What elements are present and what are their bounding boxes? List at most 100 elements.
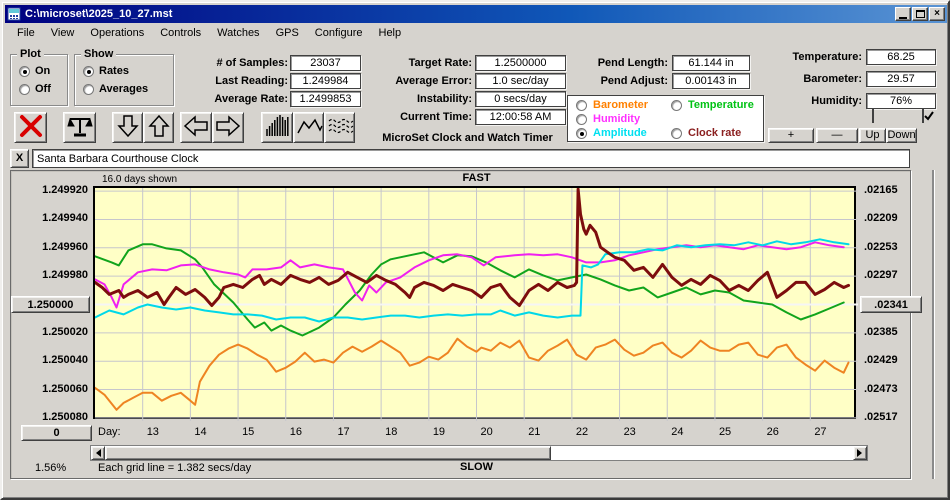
red-x-button[interactable] bbox=[14, 112, 47, 143]
menu-item-controls[interactable]: Controls bbox=[160, 26, 202, 39]
stat-label-barometer: Barometer: bbox=[803, 73, 862, 85]
stat-field-pend-length: 61.144 in bbox=[672, 55, 750, 71]
arrow-left-button[interactable] bbox=[180, 112, 212, 143]
minimize-icon bbox=[899, 16, 907, 19]
stat-field-current-time: 12:00:58 AM bbox=[475, 109, 566, 125]
adjust-button-up[interactable]: Up bbox=[859, 128, 886, 143]
plot-area[interactable] bbox=[93, 186, 858, 421]
radio-icon bbox=[19, 66, 30, 77]
stat-label-instability: Instability: bbox=[416, 93, 472, 105]
env-checkbox-1[interactable] bbox=[872, 109, 874, 123]
series-line-temperature bbox=[95, 243, 845, 337]
horizontal-scrollbar[interactable] bbox=[90, 445, 868, 461]
show-option-rates[interactable]: Rates bbox=[83, 66, 129, 77]
adjust-button-plus[interactable]: + bbox=[768, 128, 814, 143]
arrow-right-button[interactable] bbox=[212, 112, 244, 143]
scroll-left-button[interactable] bbox=[91, 446, 105, 460]
zero-button[interactable]: 0 bbox=[21, 425, 92, 441]
scroll-right-button[interactable] bbox=[853, 446, 867, 460]
env-checkbox-2[interactable] bbox=[922, 109, 934, 123]
day-label-23: 23 bbox=[623, 426, 636, 438]
right-axis-center-button[interactable]: .02341 bbox=[860, 296, 922, 313]
x-icon: X bbox=[15, 152, 24, 164]
adjust-button-down[interactable]: Down bbox=[886, 128, 917, 143]
left-axis-tick-7: 1.250060 bbox=[42, 382, 88, 395]
clock-name-input[interactable] bbox=[32, 149, 910, 168]
menu-item-gps[interactable]: GPS bbox=[275, 26, 299, 39]
day-axis-prefix: Day: bbox=[98, 426, 121, 438]
right-axis-tick-1: .02209 bbox=[864, 212, 898, 225]
menu-item-watches[interactable]: Watches bbox=[217, 26, 260, 39]
radio-icon bbox=[671, 100, 682, 111]
day-label-18: 18 bbox=[385, 426, 398, 438]
plot-option-on[interactable]: On bbox=[19, 66, 50, 77]
stat-label-last-reading: Last Reading: bbox=[215, 75, 288, 87]
arrow-up-button[interactable] bbox=[143, 112, 174, 143]
histogram-button[interactable] bbox=[261, 112, 293, 143]
radio-icon bbox=[19, 84, 30, 95]
right-axis-tick-7: .02473 bbox=[864, 382, 898, 395]
radio-icon bbox=[83, 84, 94, 95]
left-axis-tick-5: 1.250020 bbox=[42, 325, 88, 338]
radio-label: Off bbox=[35, 83, 51, 95]
left-axis-center-button[interactable]: 1.250000 bbox=[11, 296, 90, 313]
day-label-22: 22 bbox=[575, 426, 589, 438]
series-line-barometer bbox=[95, 337, 850, 411]
balance-scale-icon bbox=[66, 113, 94, 142]
radio-icon bbox=[576, 100, 587, 111]
zigzag-line-button[interactable] bbox=[293, 112, 324, 143]
minimize-button[interactable] bbox=[895, 7, 911, 21]
series-selector-panel: Barometer Temperature Humidity Amplitude Clo… bbox=[567, 95, 764, 142]
check-icon bbox=[924, 111, 934, 121]
day-label-13: 13 bbox=[146, 426, 159, 438]
stat-label-average-error: Average Error: bbox=[395, 75, 472, 87]
day-label-14: 14 bbox=[194, 426, 207, 438]
adjust-button-minus[interactable]: — bbox=[816, 128, 858, 143]
close-button[interactable]: × bbox=[929, 7, 945, 21]
series-option-clock-rate[interactable]: Clock rate bbox=[671, 128, 741, 139]
wavy-lines-button[interactable] bbox=[324, 112, 355, 143]
stat-label-current-time: Current Time: bbox=[400, 111, 472, 123]
show-option-averages[interactable]: Averages bbox=[83, 84, 148, 95]
right-axis-tick-5: .02385 bbox=[864, 325, 898, 338]
histogram-icon bbox=[263, 113, 291, 142]
clear-name-button[interactable]: X bbox=[10, 149, 29, 168]
stat-label-humidity: Humidity: bbox=[811, 95, 862, 107]
right-axis-tick-8: .02517 bbox=[864, 410, 898, 423]
plot-option-off[interactable]: Off bbox=[19, 84, 51, 95]
series-option-humidity[interactable]: Humidity bbox=[576, 114, 640, 125]
title-bar[interactable]: C:\microset\2025_10_27.mst × bbox=[5, 5, 947, 23]
series-option-label: Humidity bbox=[593, 113, 641, 125]
stat-field-instability: 0 secs/day bbox=[475, 91, 566, 107]
window-title: C:\microset\2025_10_27.mst bbox=[25, 8, 173, 20]
balance-scale-button[interactable] bbox=[63, 112, 96, 143]
menu-item-operations[interactable]: Operations bbox=[90, 26, 145, 39]
menu-item-configure[interactable]: Configure bbox=[314, 26, 363, 39]
radio-icon bbox=[576, 128, 587, 139]
stat-field-temperature: 68.25 bbox=[866, 49, 936, 65]
days-shown-label: 16.0 days shown bbox=[102, 174, 178, 185]
series-line-amplitude bbox=[95, 238, 850, 323]
maximize-button[interactable] bbox=[912, 7, 928, 21]
stat-field-last-reading: 1.249984 bbox=[290, 73, 361, 89]
day-label-24: 24 bbox=[671, 426, 684, 438]
day-label-15: 15 bbox=[242, 426, 255, 438]
scroll-left-icon bbox=[92, 449, 101, 457]
series-option-amplitude[interactable]: Amplitude bbox=[576, 128, 647, 139]
menu-item-view[interactable]: View bbox=[50, 26, 75, 39]
menu-item-file[interactable]: File bbox=[17, 26, 35, 39]
wavy-lines-icon bbox=[326, 114, 354, 141]
series-option-label: Temperature bbox=[688, 99, 754, 111]
radio-label: On bbox=[35, 65, 51, 77]
slow-label: SLOW bbox=[460, 461, 493, 473]
series-option-temperature[interactable]: Temperature bbox=[671, 100, 754, 111]
day-label-27: 27 bbox=[814, 426, 827, 438]
scrollbar-thumb[interactable] bbox=[105, 446, 552, 460]
left-axis-tick-8: 1.250080 bbox=[42, 410, 88, 423]
arrow-down-button[interactable] bbox=[112, 112, 143, 143]
stat-label-average-rate: Average Rate: bbox=[214, 93, 288, 105]
series-option-label: Barometer bbox=[593, 99, 649, 111]
menu-item-help[interactable]: Help bbox=[378, 26, 402, 39]
menu-bar: File View Operations Controls Watches GPS Conf… bbox=[5, 23, 947, 42]
series-option-barometer[interactable]: Barometer bbox=[576, 100, 648, 111]
